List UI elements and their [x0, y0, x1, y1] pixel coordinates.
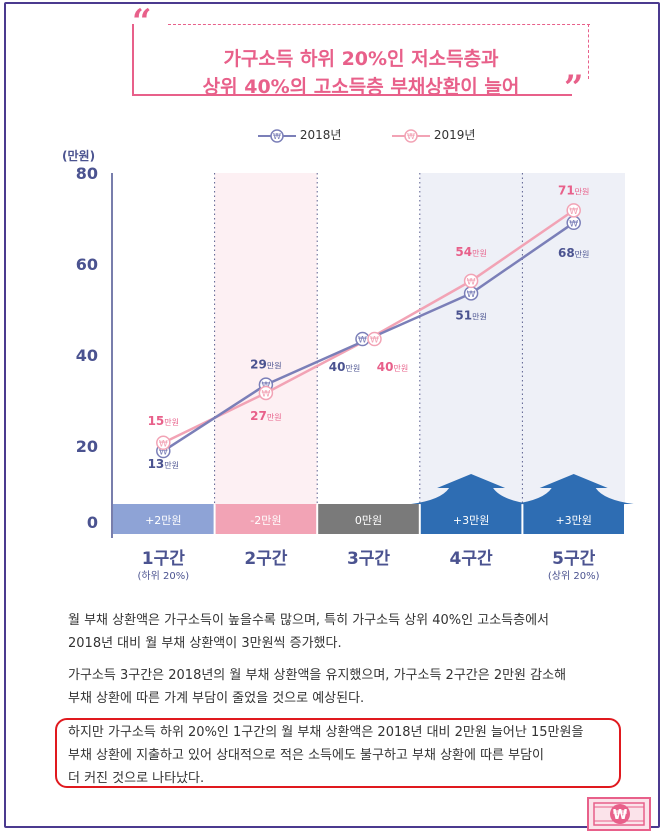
legend-2018-label: 2018년	[299, 128, 342, 142]
series-2019-point	[258, 385, 274, 401]
change-label: +3만원	[555, 514, 591, 527]
won-icon: ₩	[569, 219, 578, 229]
x-category-label: 1구간	[142, 549, 185, 569]
series-2019-point	[566, 203, 581, 218]
paragraph-3-line-3: 더 커진 것으로 나타났다.	[68, 771, 205, 786]
won-icon: ₩	[159, 448, 168, 458]
series-2019-value-label: 54만원	[455, 245, 486, 259]
x-category-label: 2구간	[244, 549, 287, 569]
series-2019-value-label: 15만원	[148, 414, 179, 428]
svg-text:₩: ₩	[613, 808, 628, 823]
x-category-sublabel: (상위 20%)	[548, 569, 600, 582]
series-2019-value-label: 27만원	[250, 409, 281, 423]
open-quote-icon: “	[132, 2, 152, 42]
close-quote-icon: ”	[564, 68, 584, 108]
won-icon: ₩	[569, 207, 578, 217]
highlight-box	[55, 718, 621, 788]
series-2018-value-label: 13만원	[148, 457, 179, 471]
page-frame	[4, 2, 660, 828]
series-2019-point	[463, 273, 479, 289]
headline-line-1: 가구소득 하위 20%인 저소득층과	[223, 48, 499, 70]
series-2018-value-label: 29만원	[250, 358, 281, 372]
x-category-label: 4구간	[450, 549, 493, 569]
change-label: -2만원	[250, 514, 281, 527]
increase-arrow-icon	[513, 474, 634, 504]
series-2019-point	[156, 435, 171, 450]
change-bar	[523, 504, 624, 534]
legend-item-2019: ₩ 2019년	[392, 126, 475, 143]
y-unit-label: (만원)	[62, 148, 95, 163]
x-category-sublabel: (하위 20%)	[137, 569, 189, 582]
y-tick-label: 20	[76, 437, 98, 456]
change-bar	[215, 504, 317, 534]
paragraph-1-line-1: 월 부채 상환액은 가구소득이 높을수록 많으며, 특히 가구소득 상위 40%…	[68, 613, 549, 628]
paragraph-2-line-1: 가구소득 3구간은 2018년의 월 부채 상환액을 유지했으며, 가구소득 2…	[68, 668, 567, 683]
series-2019-value-label: 40만원	[377, 360, 408, 374]
paragraph-3-line-1: 하지만 가구소득 하위 20%인 1구간의 월 부채 상환액은 2018년 대비…	[68, 725, 584, 740]
series-2018-value-label: 51만원	[455, 308, 486, 322]
change-label: 0만원	[355, 514, 382, 527]
change-bar	[420, 504, 522, 534]
won-icon: ₩	[370, 336, 379, 346]
won-icon: ₩	[358, 336, 367, 346]
won-icon: ₩	[467, 290, 476, 300]
headline-box: “ ” 가구소득 하위 20%인 저소득층과 상위 40%의 고소득층 부채상환…	[132, 2, 590, 108]
paragraph-2: 가구소득 3구간은 2018년의 월 부채 상환액을 유지했으며, 가구소득 2…	[68, 664, 628, 710]
y-tick-label: 0	[87, 513, 98, 532]
legend-2019-icon: ₩	[392, 128, 430, 143]
increase-arrow-icon	[411, 474, 532, 504]
paragraph-1: 월 부채 상환액은 가구소득이 높을수록 많으며, 특히 가구소득 상위 40%…	[68, 609, 628, 655]
paragraph-3-line-2: 부채 상환에 지출하고 있어 상대적으로 적은 소득에도 불구하고 부채 상환에…	[68, 748, 545, 763]
paragraph-1-line-2: 2018년 대비 월 부채 상환액이 3만원씩 증가했다.	[68, 636, 342, 651]
band-2-background	[214, 173, 318, 505]
headline-line-2: 상위 40%의 고소득층 부채상환이 늘어	[202, 76, 520, 98]
x-category-label: 3구간	[347, 549, 390, 569]
series-2018-value-label: 68만원	[558, 246, 589, 260]
legend-2018-icon: ₩	[258, 128, 296, 143]
change-label: +2만원	[145, 514, 181, 527]
series-2019-value-label: 71만원	[558, 183, 589, 197]
change-label: +3만원	[453, 514, 489, 527]
svg-text:₩: ₩	[407, 132, 415, 141]
y-tick-label: 60	[76, 255, 98, 274]
won-money-icon: ₩	[587, 797, 651, 831]
line-chart: (만원) 0 20 40 60 80 +2만원 -2만원 0만원 +3만원 +3만원 1구간(하위 2…	[62, 148, 634, 582]
won-icon: ₩	[159, 439, 168, 449]
paragraph-2-line-2: 부채 상환에 따른 가계 부담이 줄었을 것으로 예상된다.	[68, 691, 365, 706]
won-icon: ₩	[467, 277, 476, 287]
legend-item-2018: ₩ 2018년	[258, 126, 341, 143]
paragraph-3: 하지만 가구소득 하위 20%인 1구간의 월 부채 상환액은 2018년 대비…	[68, 721, 628, 790]
change-bar	[113, 504, 214, 534]
change-bar	[318, 504, 419, 534]
won-icon: ₩	[261, 389, 270, 399]
y-tick-label: 80	[76, 164, 98, 183]
y-tick-label: 40	[76, 346, 98, 365]
series-2019-point	[367, 331, 382, 347]
svg-text:₩: ₩	[273, 132, 281, 141]
x-category-label: 5구간	[552, 549, 595, 569]
series-2018-value-label: 40만원	[329, 360, 360, 374]
legend-2019-label: 2019년	[433, 128, 476, 142]
